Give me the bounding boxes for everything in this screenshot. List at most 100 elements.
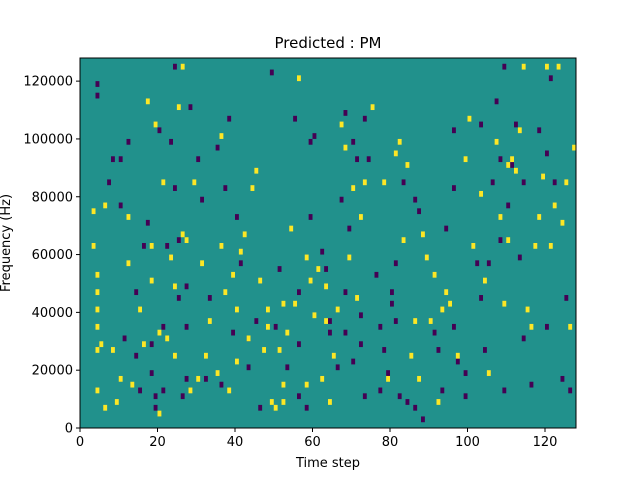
heatmap-cell-high — [204, 352, 208, 359]
heatmap-cell-high — [207, 318, 212, 324]
heatmap-cell-high — [448, 300, 453, 307]
heatmap-cell-high — [200, 260, 205, 267]
heatmap-cell-low — [254, 318, 259, 324]
heatmap-cell-low — [118, 202, 123, 209]
heatmap-cell-high — [173, 283, 177, 290]
heatmap-cell-low — [196, 156, 201, 163]
heatmap-cell-low — [359, 312, 363, 319]
y-tick-label: 60000 — [32, 248, 73, 263]
heatmap-cell-high — [266, 323, 270, 330]
heatmap-cell-high — [103, 404, 108, 411]
heatmap-cell-high — [281, 300, 286, 307]
heatmap-cell-low — [277, 266, 282, 272]
heatmap-cell-high — [242, 231, 247, 238]
heatmap-cell-high — [409, 352, 414, 359]
heatmap-cell-low — [258, 404, 263, 411]
heatmap-cell-low — [285, 364, 290, 371]
heatmap-cell-high — [498, 214, 503, 220]
plot-frame — [79, 57, 577, 429]
heatmap-cell-high — [479, 190, 484, 197]
heatmap-cell-low — [161, 323, 166, 330]
heatmap-cell-low — [320, 248, 325, 255]
heatmap-cell-high — [560, 219, 565, 226]
heatmap-cell-low — [432, 329, 437, 336]
heatmap-cell-low — [173, 185, 177, 191]
heatmap-cell-low — [153, 393, 158, 400]
y-tick-label: 80000 — [32, 190, 73, 205]
heatmap-cell-low — [374, 271, 379, 278]
heatmap-cell-low — [413, 196, 418, 203]
y-axis-label: Frequency (Hz) — [0, 194, 14, 292]
heatmap-cell-low — [517, 254, 522, 261]
heatmap-cell-low — [184, 283, 189, 290]
heatmap-cell-low — [475, 260, 480, 267]
heatmap-cell-low — [351, 138, 356, 145]
heatmap-cell-high — [223, 289, 228, 296]
plot-background — [80, 58, 576, 428]
heatmap-cell-high — [176, 104, 181, 111]
heatmap-cell-low — [552, 179, 557, 186]
heatmap-cell-low — [95, 92, 100, 99]
heatmap-cell-high — [161, 179, 166, 186]
heatmap-cell-high — [235, 358, 239, 365]
heatmap-cell-high — [331, 352, 336, 359]
heatmap-cell-high — [269, 399, 274, 405]
heatmap-cell-high — [436, 399, 441, 405]
heatmap-cell-low — [455, 358, 460, 365]
heatmap-cell-low — [355, 156, 360, 163]
heatmap-cell-low — [483, 347, 487, 353]
heatmap-cell-low — [378, 323, 383, 330]
heatmap-cell-low — [452, 323, 456, 330]
heatmap-cell-low — [393, 260, 398, 267]
heatmap-cell-low — [308, 138, 313, 145]
heatmap-cell-high — [111, 347, 115, 353]
heatmap-cell-high — [231, 271, 236, 278]
x-axis-label: Time step — [295, 456, 360, 471]
heatmap-cell-low — [506, 202, 511, 209]
heatmap-cell-low — [421, 416, 425, 423]
heatmap-cell-high — [424, 254, 429, 261]
heatmap-cell-high — [145, 98, 150, 105]
heatmap-cell-high — [215, 370, 220, 376]
heatmap-cell-high — [297, 75, 301, 82]
heatmap-cell-high — [304, 254, 309, 261]
heatmap-cell-low — [231, 329, 236, 336]
heatmap-cell-high — [157, 329, 162, 336]
heatmap-cell-high — [266, 306, 270, 313]
heatmap-cell-low — [312, 133, 317, 139]
heatmap-cell-high — [277, 347, 282, 353]
heatmap-cell-high — [351, 185, 356, 191]
heatmap-cell-high — [405, 162, 410, 168]
heatmap-cell-high — [370, 104, 375, 111]
heatmap-cell-low — [297, 393, 301, 400]
heatmap-cell-low — [498, 237, 503, 243]
heatmap-cell-high — [343, 144, 348, 151]
heatmap-cell-high — [95, 323, 100, 330]
heatmap-cell-high — [486, 370, 491, 376]
heatmap-cell-low — [378, 387, 383, 394]
heatmap-cell-low — [180, 393, 185, 400]
heatmap-cell-low — [304, 404, 309, 411]
heatmap-cell-high — [312, 312, 317, 319]
heatmap-cell-high — [397, 138, 402, 145]
heatmap-cell-low — [382, 347, 387, 353]
heatmap-cell-high — [273, 404, 278, 411]
heatmap-cell-high — [180, 231, 185, 238]
heatmap-cell-low — [463, 393, 468, 400]
heatmap-cell-high — [262, 347, 267, 353]
heatmap-cell-low — [339, 196, 344, 203]
y-tick-label: 40000 — [32, 306, 73, 321]
heatmap-cell-low — [149, 341, 154, 348]
heatmap-cell-high — [95, 289, 100, 296]
heatmap-cell-low — [514, 121, 518, 128]
heatmap-cell-high — [328, 399, 332, 405]
heatmap-cell-high — [467, 115, 472, 122]
heatmap-cell-high — [95, 306, 100, 313]
heatmap-cell-high — [401, 237, 406, 243]
heatmap-cell-high — [556, 63, 561, 70]
heatmap-cell-low — [521, 335, 526, 342]
chart-title: Predicted : PM — [275, 34, 382, 52]
heatmap-cell-high — [293, 300, 298, 307]
heatmap-cell-low — [545, 150, 549, 157]
heatmap-cell-low — [537, 127, 542, 134]
